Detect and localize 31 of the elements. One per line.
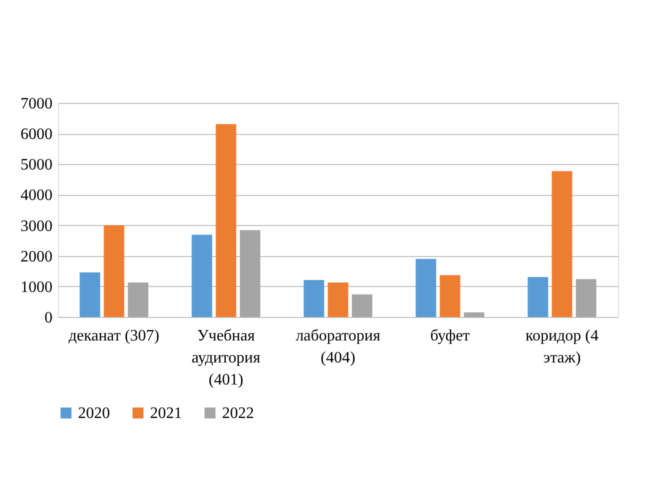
bar bbox=[328, 282, 348, 317]
y-tick-label: 5000 bbox=[20, 156, 52, 174]
y-tick-label: 7000 bbox=[20, 96, 52, 112]
bar bbox=[104, 225, 124, 317]
legend-label: 2021 bbox=[150, 405, 182, 422]
y-tick-label: 0 bbox=[44, 310, 52, 326]
bar bbox=[304, 280, 324, 317]
x-tick-label: Учебная аудитория (401) bbox=[192, 328, 261, 388]
x-tick-label: деканат (307) bbox=[68, 328, 160, 344]
legend-label: 2020 bbox=[78, 405, 110, 422]
bar bbox=[240, 230, 260, 317]
bar bbox=[216, 124, 236, 317]
bar bbox=[552, 171, 572, 317]
y-tick-label: 4000 bbox=[20, 187, 52, 204]
bar bbox=[416, 258, 436, 317]
y-tick-label: 1000 bbox=[20, 278, 52, 296]
bar bbox=[192, 234, 212, 317]
bar bbox=[464, 312, 484, 317]
x-tick-label: буфет bbox=[430, 328, 470, 344]
x-tick-label: лаборатория (404) bbox=[296, 328, 381, 366]
bar bbox=[352, 294, 372, 317]
y-tick-label: 2000 bbox=[20, 248, 52, 266]
bar bbox=[128, 282, 148, 317]
bar bbox=[440, 275, 460, 317]
bar bbox=[576, 279, 596, 317]
y-tick-label: 6000 bbox=[20, 126, 52, 144]
legend-label: 2022 bbox=[222, 405, 254, 422]
bar bbox=[528, 276, 548, 317]
x-tick-label: коридор (4 этаж) bbox=[526, 328, 598, 366]
y-tick-label: 3000 bbox=[20, 218, 52, 235]
bar bbox=[80, 272, 100, 317]
